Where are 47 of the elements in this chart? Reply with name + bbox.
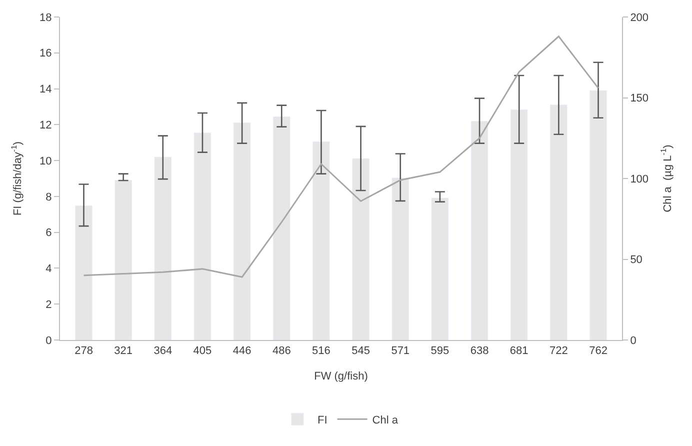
line-series [83, 36, 599, 278]
y-tick-label: 0 [46, 334, 52, 347]
x-tick-label: 681 [510, 345, 528, 358]
bar [590, 90, 607, 340]
x-tick-label: 446 [232, 345, 252, 358]
x-tick-label: 638 [470, 345, 489, 358]
x-axis-title: FW (g/fish) [314, 370, 368, 382]
y-tick-label: 6 [46, 227, 52, 240]
bar [431, 198, 448, 340]
bar [312, 141, 330, 340]
y2-tick-label: 50 [630, 254, 642, 266]
y-tick-label: 4 [46, 263, 52, 276]
x-tick-label: 321 [114, 345, 132, 358]
bar [392, 178, 409, 340]
bar [470, 121, 488, 340]
bar [510, 110, 528, 340]
legend-label: Chl a [372, 414, 399, 426]
bar [234, 122, 251, 340]
bar [154, 156, 172, 340]
y-tick-label: 8 [46, 191, 52, 204]
x-tick-label: 278 [74, 345, 93, 358]
y-tick-label: 16 [40, 48, 52, 60]
x-tick-label: 722 [550, 345, 568, 358]
x-tick-label: 571 [391, 345, 410, 358]
bar [550, 104, 568, 340]
x-tick-label: 364 [154, 345, 172, 358]
x-tick-label: 516 [312, 345, 330, 358]
y-tick-label: 2 [46, 298, 52, 311]
y2-tick-label: 0 [630, 334, 636, 347]
x-tick-label: 405 [193, 345, 212, 358]
y-tick-label: 10 [40, 155, 52, 168]
y-tick-label: 12 [40, 120, 52, 132]
bar [194, 132, 212, 340]
bar [352, 158, 370, 340]
y-tick-label: 14 [40, 84, 52, 96]
x-tick-label: 595 [430, 345, 450, 358]
y-tick-label: 18 [40, 12, 52, 24]
y2-tick-label: 100 [630, 173, 649, 186]
bar [114, 180, 132, 340]
x-tick-label: 762 [589, 345, 608, 358]
bar [273, 116, 290, 340]
y2-tick-label: 200 [630, 12, 649, 24]
bar [75, 206, 92, 340]
x-tick-label: 486 [272, 345, 291, 358]
legend-label: FI [318, 414, 328, 426]
x-tick-label: 545 [352, 345, 370, 358]
y2-tick-label: 150 [630, 92, 649, 105]
